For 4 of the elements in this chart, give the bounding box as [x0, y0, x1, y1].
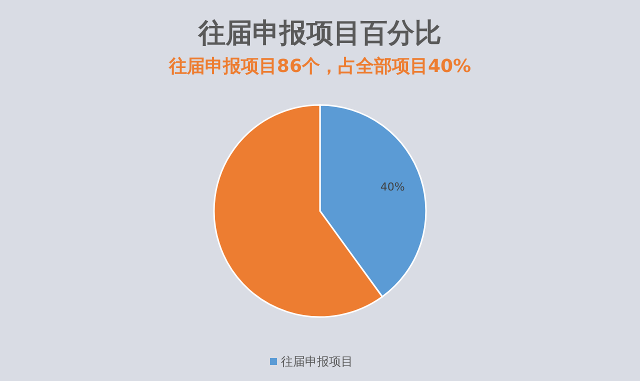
data-label: 40% [380, 180, 405, 194]
chart-title: 往届申报项目百分比 [198, 18, 442, 49]
chart-subtitle: 往届申报项目86个，占全部项目40% [168, 56, 472, 77]
legend-label: 往届申报项目 [281, 354, 353, 368]
